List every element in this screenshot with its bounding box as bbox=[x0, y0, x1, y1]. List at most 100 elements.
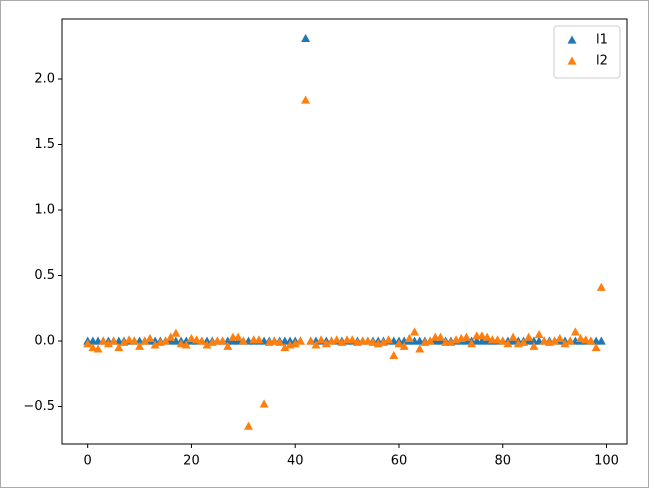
marker bbox=[233, 332, 243, 341]
legend-marker bbox=[567, 35, 577, 44]
x-tick-label: 60 bbox=[391, 454, 408, 469]
marker bbox=[586, 336, 596, 345]
marker bbox=[192, 335, 202, 344]
marker bbox=[550, 336, 560, 345]
marker bbox=[306, 336, 316, 345]
marker bbox=[591, 343, 601, 352]
y-tick-label: 0.5 bbox=[34, 268, 55, 283]
marker bbox=[493, 335, 503, 344]
y-tick-label: 2.0 bbox=[34, 72, 55, 87]
marker bbox=[145, 333, 155, 343]
x-tick-label: 40 bbox=[287, 454, 304, 469]
marker bbox=[129, 336, 139, 345]
marker bbox=[482, 332, 492, 341]
marker bbox=[181, 340, 191, 349]
marker bbox=[410, 327, 420, 336]
y-tick-label: 1.0 bbox=[34, 203, 55, 218]
marker bbox=[316, 335, 326, 344]
marker bbox=[280, 343, 290, 352]
marker bbox=[103, 339, 113, 348]
marker bbox=[223, 341, 233, 350]
marker bbox=[524, 332, 534, 341]
marker bbox=[446, 337, 456, 346]
marker bbox=[534, 329, 544, 339]
marker bbox=[93, 344, 103, 353]
x-tick-label: 100 bbox=[594, 454, 619, 469]
marker bbox=[150, 340, 160, 349]
marker bbox=[565, 336, 575, 345]
marker bbox=[98, 336, 108, 345]
marker bbox=[135, 341, 145, 350]
marker bbox=[218, 336, 228, 345]
marker bbox=[83, 339, 93, 348]
marker bbox=[161, 336, 171, 345]
legend-box bbox=[553, 25, 621, 79]
marker bbox=[399, 341, 409, 350]
marker bbox=[435, 332, 445, 341]
y-tick-label: 1.5 bbox=[34, 137, 55, 152]
marker bbox=[347, 335, 357, 344]
marker bbox=[581, 335, 591, 344]
marker bbox=[425, 336, 435, 345]
marker bbox=[244, 421, 254, 430]
marker bbox=[290, 339, 300, 348]
legend-label: l2 bbox=[596, 54, 608, 69]
marker bbox=[529, 341, 539, 350]
marker bbox=[384, 335, 394, 344]
marker bbox=[560, 339, 570, 348]
marker bbox=[461, 332, 471, 341]
legend-marker bbox=[567, 56, 577, 65]
marker bbox=[119, 337, 129, 346]
marker bbox=[254, 335, 264, 344]
marker bbox=[321, 339, 331, 348]
marker bbox=[415, 344, 425, 353]
x-tick-label: 80 bbox=[494, 454, 511, 469]
plot-area bbox=[61, 18, 628, 445]
marker bbox=[114, 343, 124, 352]
marker bbox=[498, 336, 508, 345]
marker bbox=[555, 333, 565, 343]
marker bbox=[332, 335, 342, 344]
marker bbox=[166, 332, 176, 341]
marker bbox=[337, 337, 347, 346]
marker bbox=[394, 339, 404, 348]
marker bbox=[363, 336, 373, 345]
x-tick-label: 0 bbox=[84, 454, 92, 469]
marker bbox=[197, 336, 207, 345]
marker bbox=[389, 350, 399, 360]
marker bbox=[311, 340, 321, 349]
marker bbox=[301, 95, 311, 104]
marker bbox=[404, 333, 414, 343]
legend-label: l1 bbox=[596, 33, 608, 48]
marker bbox=[378, 337, 388, 346]
marker bbox=[301, 33, 311, 42]
marker bbox=[171, 328, 181, 337]
marker bbox=[176, 339, 186, 348]
y-tick-label: −0.5 bbox=[23, 399, 55, 414]
marker bbox=[109, 336, 119, 345]
marker bbox=[596, 336, 606, 345]
marker bbox=[88, 343, 98, 352]
marker bbox=[508, 332, 518, 341]
marker bbox=[269, 336, 279, 345]
marker bbox=[518, 337, 528, 346]
x-tick-label: 20 bbox=[183, 454, 200, 469]
marker bbox=[368, 337, 378, 346]
marker bbox=[275, 337, 285, 346]
marker bbox=[259, 399, 269, 408]
marker bbox=[467, 339, 477, 348]
y-tick-label: 0.0 bbox=[34, 334, 55, 349]
marker bbox=[570, 327, 580, 336]
marker bbox=[477, 331, 487, 340]
marker bbox=[596, 282, 606, 291]
marker bbox=[539, 336, 549, 345]
marker bbox=[576, 333, 586, 343]
marker bbox=[238, 336, 248, 345]
marker bbox=[295, 336, 305, 345]
marker bbox=[202, 340, 212, 349]
marker bbox=[503, 339, 513, 348]
marker bbox=[140, 336, 150, 345]
marker bbox=[124, 335, 134, 344]
